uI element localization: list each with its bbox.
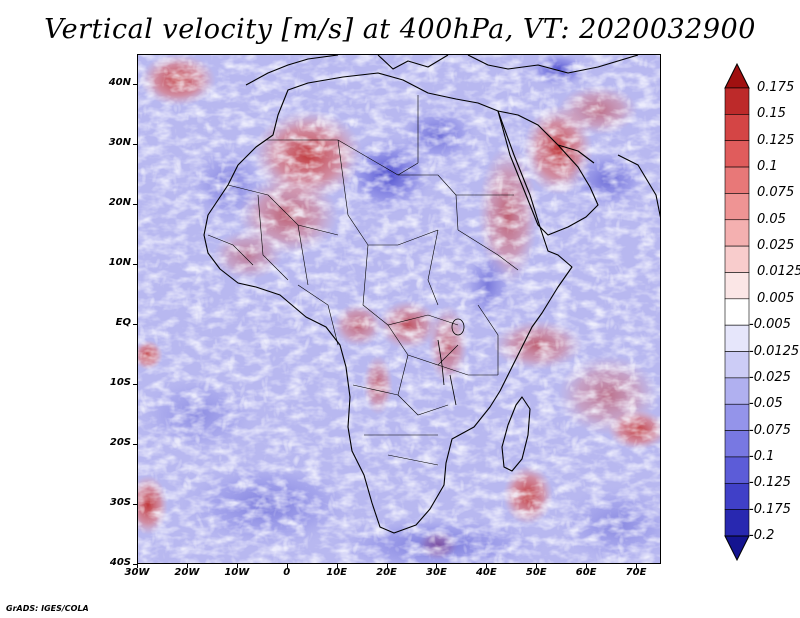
lat-tick-mark [133, 444, 137, 445]
colorbar-segment [724, 219, 750, 247]
lon-tick-label: 30W [124, 567, 150, 578]
india-coastline [617, 154, 660, 218]
colorbar-label: 0.025 [757, 238, 795, 254]
lat-tick-mark [133, 384, 137, 385]
credit-text: GrADS: IGES/COLA [6, 604, 89, 613]
colorbar-label: -0.025 [749, 369, 791, 385]
colorbar-top-arrow [724, 62, 750, 89]
arabia-coastline [497, 110, 599, 236]
africa-coastline [203, 72, 573, 534]
colorbar-label: 0.075 [757, 185, 795, 201]
europe-coastline [245, 55, 639, 86]
map-plot-area [137, 54, 661, 564]
colorbar-label: -0.125 [749, 475, 791, 491]
colorbar-segment [724, 245, 750, 273]
lat-tick-label: 20N [108, 197, 131, 208]
colorbar-label: -0.005 [749, 317, 791, 333]
lat-tick-label: 30S [109, 497, 131, 508]
lon-tick-mark [536, 564, 538, 568]
lat-tick-mark [133, 324, 137, 325]
coastlines [203, 55, 660, 534]
lat-tick-label: 10S [109, 377, 131, 388]
lon-tick-label: 60E [575, 567, 597, 578]
colorbar-label: 0.1 [757, 159, 778, 175]
colorbar-label: 0.0125 [757, 264, 800, 280]
colorbar-segment [724, 114, 750, 142]
lat-tick-mark [133, 564, 137, 565]
lat-tick-mark [133, 144, 137, 145]
lon-tick-mark [436, 564, 438, 568]
lon-tick-label: 20W [174, 567, 200, 578]
lon-tick-label: 10W [224, 567, 250, 578]
lon-tick-label: 70E [625, 567, 647, 578]
madagascar-coastline [501, 396, 531, 472]
lat-tick-label: 40N [108, 77, 131, 88]
lon-tick-mark [137, 564, 138, 568]
colorbar-segment [724, 298, 750, 326]
lon-tick-label: 0 [283, 567, 291, 578]
velocity-field-map [138, 55, 660, 563]
colorbar-segment [724, 509, 750, 537]
colorbar-label: 0.05 [757, 211, 786, 227]
lon-tick-label: 30E [426, 567, 447, 578]
colorbar-segment [724, 351, 750, 379]
lon-tick-label: 40E [475, 567, 497, 578]
lon-tick-label: 10E [326, 567, 347, 578]
lon-tick-mark [486, 564, 488, 568]
colorbar-label: -0.2 [749, 528, 775, 543]
colorbar-segment [724, 166, 750, 194]
lon-tick-mark [386, 564, 388, 568]
lon-tick-label: 20E [376, 567, 397, 578]
colorbar-segment [724, 272, 750, 300]
lon-tick-mark [236, 564, 238, 568]
colorbar-label: 0.175 [757, 80, 795, 95]
lat-tick-label: 20S [109, 437, 131, 448]
lon-tick-mark [636, 564, 638, 568]
lat-tick-mark [133, 84, 137, 85]
colorbar-segment [724, 377, 750, 405]
lat-tick-label: 30N [108, 137, 131, 148]
lon-tick-label: 50E [525, 567, 547, 578]
lat-tick-label: 40S [109, 557, 131, 568]
colorbar-bottom-arrow [724, 535, 750, 562]
colorbar: 0.175 0.15 0.125 0.1 0.075 0.05 0.025 0.0125 0.0… [722, 62, 800, 562]
colorbar-label: 0.15 [757, 106, 786, 122]
lat-tick-mark [133, 204, 137, 205]
colorbar-segment [724, 482, 750, 510]
colorbar-label: -0.075 [749, 422, 791, 438]
colorbar-segment [724, 456, 750, 484]
colorbar-segment [724, 403, 750, 431]
country-borders [207, 95, 519, 466]
lat-tick-label: 10N [108, 257, 131, 268]
lon-tick-mark [186, 564, 188, 568]
colorbar-label: -0.175 [749, 501, 791, 517]
colorbar-label: -0.1 [749, 448, 775, 464]
colorbar-label: -0.0125 [749, 343, 800, 359]
arabian-gulf [557, 144, 595, 164]
lat-tick-mark [133, 264, 137, 265]
lat-tick-mark [133, 504, 137, 505]
colorbar-segment [724, 193, 750, 221]
lon-tick-mark [586, 564, 588, 568]
colorbar-label: 0.125 [757, 132, 795, 148]
colorbar-segment [724, 324, 750, 352]
colorbar-label: 0.005 [757, 290, 795, 306]
colorbar-scale [724, 62, 750, 562]
lat-tick-label: EQ [115, 317, 131, 328]
colorbar-segment [724, 430, 750, 458]
colorbar-segment [724, 140, 750, 168]
lon-tick-mark [336, 564, 338, 568]
colorbar-label: -0.05 [749, 396, 783, 412]
map-title: Vertical velocity [m/s] at 400hPa, VT: 2… [44, 14, 756, 45]
lakes [437, 318, 465, 406]
colorbar-segment [724, 87, 750, 115]
lon-tick-mark [286, 564, 288, 568]
